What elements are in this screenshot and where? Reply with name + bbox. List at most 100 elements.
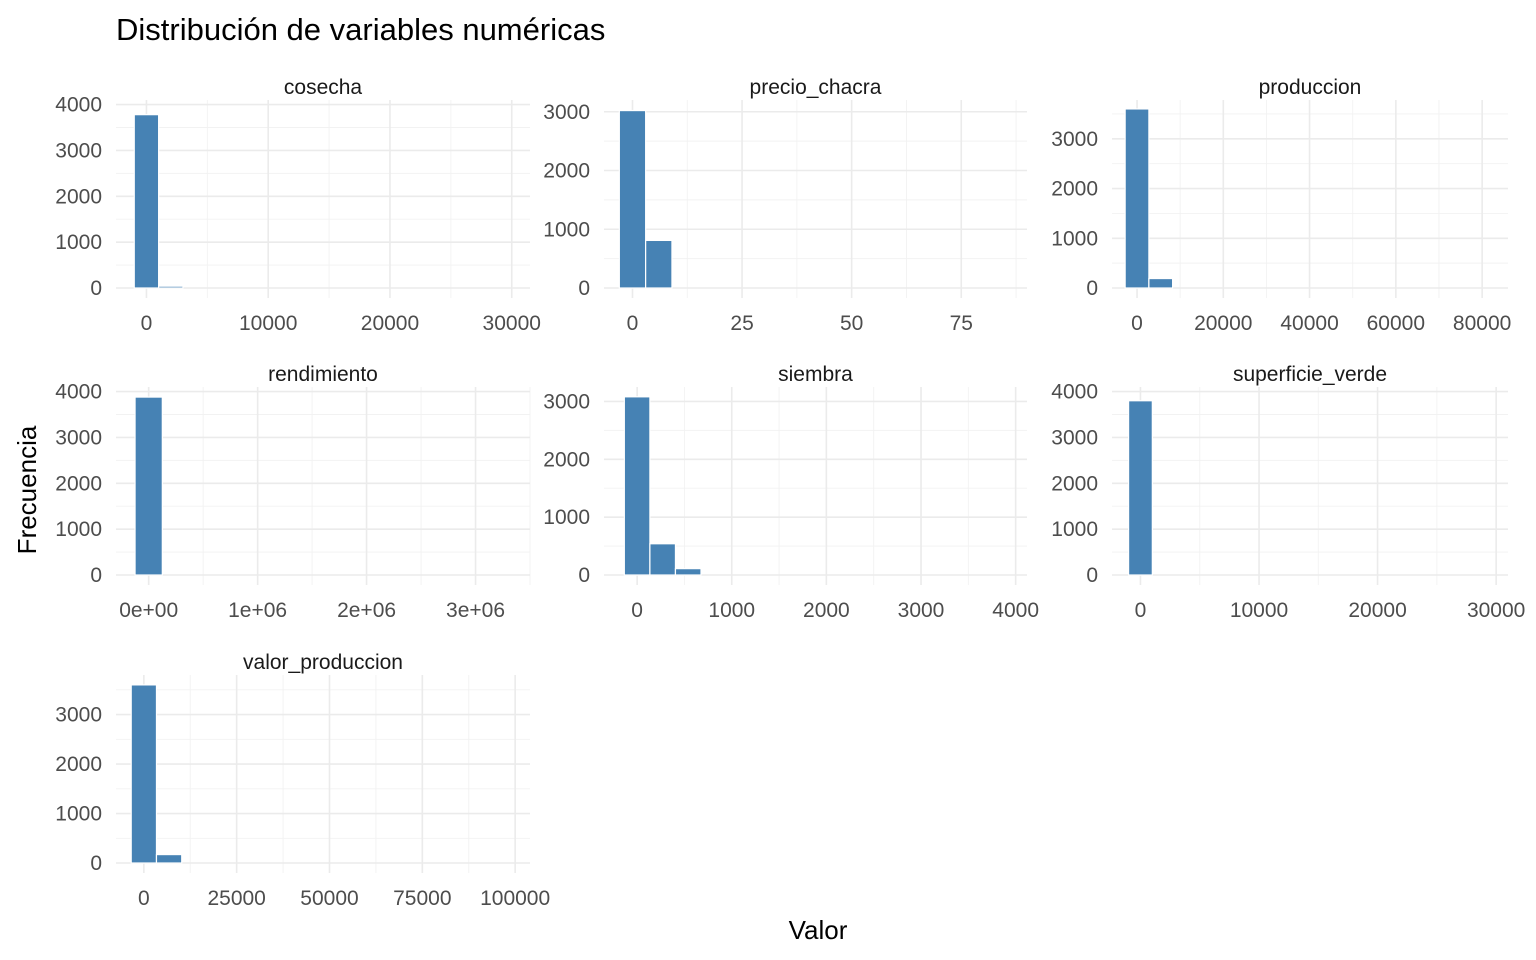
x-tick-label: 10000 bbox=[1230, 599, 1288, 622]
y-tick-label: 0 bbox=[1086, 564, 1098, 587]
x-tick-label: 1e+06 bbox=[228, 599, 287, 622]
histogram-bar bbox=[133, 114, 160, 289]
y-tick-label: 1000 bbox=[543, 506, 590, 529]
x-tick-label: 20000 bbox=[1348, 599, 1406, 622]
y-tick-label: 0 bbox=[578, 564, 590, 587]
y-tick-label: 4000 bbox=[1051, 381, 1098, 404]
y-tick-label: 1000 bbox=[1051, 227, 1098, 250]
histogram-bar bbox=[130, 684, 158, 864]
x-tick-label: 0 bbox=[1135, 599, 1147, 622]
y-tick-label: 1000 bbox=[543, 218, 590, 241]
y-tick-labels: 0 1000 2000 3000 bbox=[543, 101, 590, 300]
x-tick-label: 50000 bbox=[300, 887, 358, 910]
histogram-bar bbox=[158, 285, 184, 289]
facet-panel-superficie_verde: superficie_verde 0 10000 20000 30000 0 1000 200… bbox=[1051, 363, 1525, 622]
histogram-bars bbox=[1127, 400, 1153, 576]
facet-title: precio_chacra bbox=[750, 76, 882, 99]
x-tick-label: 0 bbox=[141, 312, 153, 335]
histogram-bar bbox=[649, 543, 677, 576]
facet-panel-precio_chacra: precio_chacra 0 25 50 75 0 1000 2000 3000 bbox=[543, 76, 1027, 335]
facet-title: superficie_verde bbox=[1233, 363, 1387, 386]
y-tick-label: 0 bbox=[1086, 277, 1098, 300]
facet-title: siembra bbox=[778, 363, 853, 386]
y-tick-label: 3000 bbox=[1051, 128, 1098, 151]
x-tick-labels: 0 1000 2000 3000 4000 bbox=[631, 599, 1039, 622]
gridlines bbox=[1112, 387, 1508, 585]
x-tick-labels: 0e+00 1e+06 2e+06 3e+06 bbox=[119, 599, 505, 622]
x-tick-label: 75000 bbox=[393, 887, 451, 910]
y-tick-label: 3000 bbox=[543, 390, 590, 413]
histogram-bar bbox=[623, 396, 651, 576]
x-tick-labels: 0 10000 20000 30000 bbox=[1135, 599, 1526, 622]
y-tick-label: 2000 bbox=[55, 753, 102, 776]
histogram-bar bbox=[1127, 400, 1153, 576]
histogram-bar bbox=[155, 853, 183, 864]
histogram-bar bbox=[618, 109, 647, 289]
x-tick-label: 0 bbox=[631, 599, 643, 622]
y-tick-labels: 0 1000 2000 3000 4000 bbox=[1051, 381, 1098, 587]
y-tick-label: 1000 bbox=[55, 803, 102, 826]
y-tick-label: 3000 bbox=[55, 139, 102, 162]
y-tick-label: 0 bbox=[578, 277, 590, 300]
x-tick-label: 2000 bbox=[803, 599, 850, 622]
x-tick-label: 50 bbox=[840, 312, 863, 335]
x-tick-label: 0e+00 bbox=[119, 599, 178, 622]
facet-title: cosecha bbox=[284, 76, 363, 99]
x-tick-label: 20000 bbox=[1194, 312, 1252, 335]
x-tick-label: 2e+06 bbox=[337, 599, 396, 622]
x-tick-label: 0 bbox=[627, 312, 639, 335]
gridlines bbox=[116, 100, 530, 298]
y-tick-label: 3000 bbox=[1051, 426, 1098, 449]
y-tick-label: 0 bbox=[90, 564, 102, 587]
y-tick-label: 2000 bbox=[543, 160, 590, 183]
x-tick-labels: 0 10000 20000 30000 bbox=[141, 312, 541, 335]
histogram-bars bbox=[618, 109, 673, 289]
x-tick-label: 0 bbox=[138, 887, 150, 910]
x-tick-label: 30000 bbox=[483, 312, 541, 335]
x-tick-label: 3000 bbox=[898, 599, 945, 622]
histogram-bars bbox=[623, 396, 702, 576]
x-tick-labels: 0 25000 50000 75000 100000 bbox=[138, 887, 550, 910]
histogram-bars bbox=[1124, 108, 1174, 289]
histogram-bar bbox=[645, 239, 673, 289]
y-tick-labels: 0 1000 2000 3000 4000 bbox=[55, 94, 102, 300]
x-tick-labels: 0 25 50 75 bbox=[627, 312, 973, 335]
y-tick-label: 3000 bbox=[55, 426, 102, 449]
y-tick-labels: 0 1000 2000 3000 bbox=[55, 704, 102, 875]
facet-panel-cosecha: cosecha 0 10000 20000 30000 0 1000 2000 3000 4000 bbox=[55, 76, 541, 335]
x-tick-labels: 0 20000 40000 60000 80000 bbox=[1131, 312, 1511, 335]
facet-title: valor_produccion bbox=[243, 651, 403, 674]
x-axis-title: Valor bbox=[789, 915, 848, 945]
x-tick-label: 20000 bbox=[361, 312, 419, 335]
y-tick-labels: 0 1000 2000 3000 bbox=[1051, 128, 1098, 300]
y-tick-labels: 0 1000 2000 3000 4000 bbox=[55, 381, 102, 587]
facet-title: produccion bbox=[1259, 76, 1362, 99]
y-tick-label: 2000 bbox=[543, 448, 590, 471]
x-tick-label: 1000 bbox=[708, 599, 755, 622]
histogram-bar bbox=[674, 568, 702, 576]
y-tick-label: 4000 bbox=[55, 381, 102, 404]
y-tick-label: 3000 bbox=[55, 704, 102, 727]
histogram-bars bbox=[134, 396, 163, 576]
y-tick-label: 3000 bbox=[543, 101, 590, 124]
y-tick-label: 1000 bbox=[1051, 518, 1098, 541]
histogram-bars bbox=[130, 684, 183, 864]
y-tick-label: 0 bbox=[90, 277, 102, 300]
histogram-bars bbox=[133, 114, 184, 289]
gridlines bbox=[116, 387, 531, 585]
x-tick-label: 60000 bbox=[1367, 312, 1425, 335]
gridlines bbox=[116, 675, 530, 873]
x-tick-label: 25000 bbox=[207, 887, 265, 910]
y-tick-label: 1000 bbox=[55, 231, 102, 254]
x-tick-label: 80000 bbox=[1453, 312, 1511, 335]
x-tick-label: 0 bbox=[1131, 312, 1143, 335]
y-tick-label: 2000 bbox=[1051, 472, 1098, 495]
gridlines bbox=[604, 100, 1027, 298]
x-tick-label: 75 bbox=[950, 312, 973, 335]
y-tick-label: 2000 bbox=[55, 185, 102, 208]
chart-title: Distribución de variables numéricas bbox=[116, 12, 605, 47]
histogram-bar bbox=[134, 396, 163, 576]
x-tick-label: 40000 bbox=[1280, 312, 1338, 335]
y-tick-label: 2000 bbox=[55, 472, 102, 495]
